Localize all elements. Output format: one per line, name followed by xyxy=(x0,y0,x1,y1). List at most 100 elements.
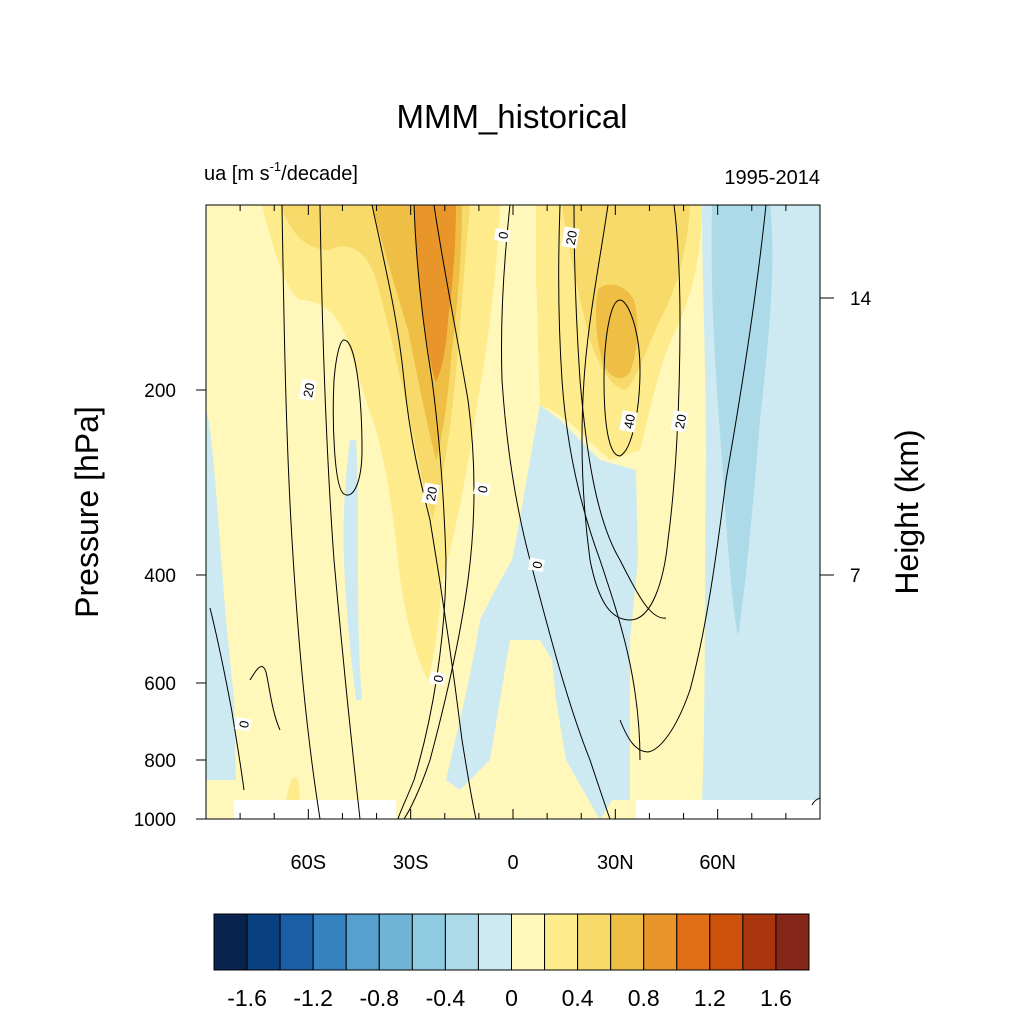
colorbar-box xyxy=(378,913,413,971)
contour-line xyxy=(397,205,447,819)
contour-label-bg xyxy=(234,716,252,732)
chart-subtitle-right: 1995-2014 xyxy=(724,167,820,189)
colorbar: -1.6 -1.2 -0.8 -0.4 0 0.4 0.8 1.2 1.6 xyxy=(213,913,810,1011)
colorbar-box xyxy=(709,913,744,971)
contour-label-text: 0 xyxy=(475,484,491,494)
contour-label-text: 0 xyxy=(529,560,545,570)
y-tick-label: 800 xyxy=(144,751,176,772)
colorbar-label: 0 xyxy=(505,985,518,1011)
contour-line xyxy=(332,339,363,496)
y-right-tick-label: 14 xyxy=(850,289,872,310)
contour-label-bg xyxy=(421,482,440,505)
subtitle-units: ua [m s xyxy=(204,163,270,185)
colorbar-box xyxy=(544,913,579,971)
x-tick-label: 30N xyxy=(597,852,634,874)
colorbar-box xyxy=(742,913,777,971)
y-right-tick-label: 7 xyxy=(850,566,861,587)
y-axis-label: Pressure [hPa] xyxy=(69,406,105,618)
y-tick-label: 1000 xyxy=(134,810,176,831)
contour-label: 40 xyxy=(619,410,638,433)
shade-negative-sh-midlat xyxy=(343,440,362,700)
shade-negative-nh-core xyxy=(711,205,773,636)
contour-label: 20 xyxy=(670,410,689,433)
contour-line xyxy=(573,205,667,619)
y-axis: 200 400 600 800 1000 xyxy=(134,381,206,831)
contour-line xyxy=(603,299,641,457)
contour-label-bg xyxy=(561,226,580,249)
colorbar-box xyxy=(477,913,513,971)
subtitle-units-rest: /decade] xyxy=(281,163,358,185)
contour-label-text: 0 xyxy=(430,674,446,684)
colorbar-box xyxy=(676,913,711,971)
colorbar-label: 0.4 xyxy=(562,985,594,1011)
contour-labels: 20 20 0 0 20 40 20 0 0 0 xyxy=(234,226,689,732)
chart-title: MMM_historical xyxy=(396,98,627,135)
y-tick-label: 200 xyxy=(144,381,176,402)
shade-pos-06-nh xyxy=(595,284,638,379)
contour-label-bg xyxy=(473,481,491,497)
colorbar-label: 0.8 xyxy=(628,985,660,1011)
contour-line xyxy=(281,205,321,819)
contour-label: 20 xyxy=(561,226,580,249)
mask-left xyxy=(234,800,396,819)
contour-label-text: 20 xyxy=(423,485,440,502)
contour-line xyxy=(371,205,477,819)
contour-label: 0 xyxy=(473,481,491,497)
colorbar-box xyxy=(610,913,645,971)
shade-negative-far-south xyxy=(206,410,236,780)
colorbar-box xyxy=(213,913,248,971)
y-axis-right: 14 7 xyxy=(820,289,872,587)
contour-label-bg xyxy=(429,671,446,686)
colorbar-label: 1.6 xyxy=(760,985,792,1011)
colorbar-label: -0.8 xyxy=(359,985,399,1011)
x-axis: 60S 30S 0 30N 60N xyxy=(239,205,787,874)
contour-label-text: 20 xyxy=(563,229,580,246)
colorbar-label: 1.2 xyxy=(694,985,726,1011)
contour-label-bg xyxy=(493,227,511,243)
contour-line xyxy=(811,797,820,806)
contour-line xyxy=(558,205,641,761)
colorbar-box xyxy=(345,913,380,971)
contour-line xyxy=(249,666,281,731)
contour-label: 0 xyxy=(234,716,252,732)
colorbar-box xyxy=(643,913,678,971)
contour-line xyxy=(209,607,245,791)
colorbar-box xyxy=(511,913,546,971)
contour-label: 0 xyxy=(429,671,446,686)
x-tick-label: 60S xyxy=(291,852,327,874)
colorbar-box xyxy=(312,913,347,971)
chart-subtitle-left: ua [m s-1/decade] xyxy=(204,159,358,185)
colorbar-label: -1.2 xyxy=(293,985,333,1011)
contour-line xyxy=(319,205,361,819)
colorbar-box xyxy=(775,913,810,971)
x-tick-label: 60N xyxy=(699,852,736,874)
y-tick-label: 400 xyxy=(144,566,176,587)
contour-label: 0 xyxy=(527,557,545,572)
shade-pos-08-sh xyxy=(414,205,456,382)
contour-label: 20 xyxy=(421,482,440,505)
contour-label-text: 20 xyxy=(672,413,689,430)
x-tick-label: 30S xyxy=(393,852,429,874)
contour-label-bg xyxy=(670,410,689,433)
x-tick-label: 0 xyxy=(507,852,518,874)
colorbar-box xyxy=(444,913,479,971)
subtitle-units-sup: -1 xyxy=(270,159,282,174)
mask-right xyxy=(636,800,820,819)
colorbar-box xyxy=(246,913,281,971)
contour-label-bg xyxy=(298,378,317,402)
shade-negative-equator xyxy=(446,405,638,819)
colorbar-label: -0.4 xyxy=(426,985,466,1011)
contour-line xyxy=(403,205,475,819)
y-tick-label: 600 xyxy=(144,674,176,695)
contour-label-bg xyxy=(619,410,638,433)
contour-line xyxy=(581,205,681,621)
contour-field: 20 20 0 0 20 40 20 0 0 0 xyxy=(206,205,820,819)
contour-label-bg xyxy=(527,557,545,572)
contour-line xyxy=(500,205,611,819)
contour-line xyxy=(619,205,767,753)
contour-label-text: 20 xyxy=(300,382,317,399)
contour-label: 0 xyxy=(493,227,511,243)
contour-label-text: 0 xyxy=(495,230,511,240)
colorbar-box xyxy=(577,913,612,971)
